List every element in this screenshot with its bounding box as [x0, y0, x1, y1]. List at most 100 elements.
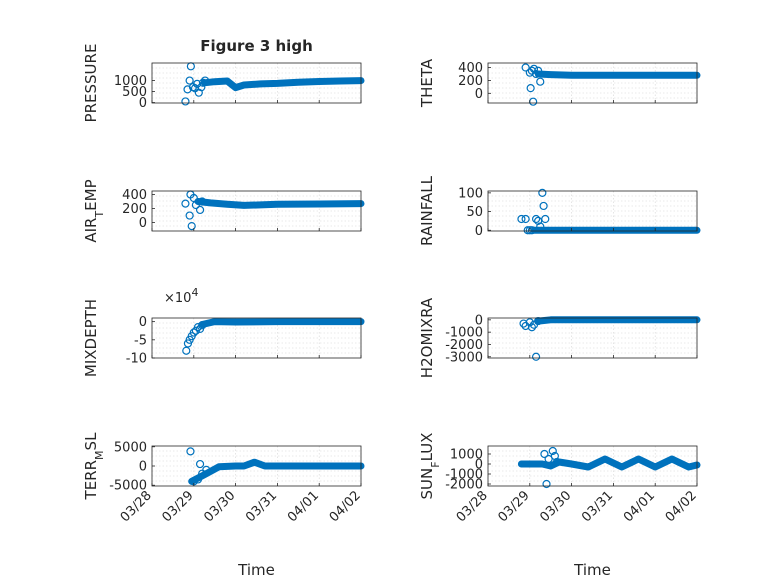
x-tick-label: 04/02	[327, 488, 364, 525]
axes-frame	[151, 62, 362, 104]
y-axis-label: PRESSURE	[82, 44, 100, 123]
data-point	[181, 97, 190, 106]
data-point	[531, 352, 541, 361]
data-point	[186, 62, 195, 71]
y-tick-label: 1000	[114, 74, 147, 89]
data-point	[185, 76, 194, 85]
series-trace	[198, 318, 365, 328]
y-tick-label: 400	[458, 61, 483, 76]
series-trace	[194, 198, 365, 209]
data-point	[183, 85, 192, 94]
y-tick-label: 400	[122, 188, 147, 203]
x-tick-label: 03/29	[160, 488, 197, 525]
y-tick-label: 200	[458, 74, 483, 89]
series-trace	[534, 70, 701, 79]
data-point	[202, 465, 211, 474]
data-point	[198, 78, 208, 87]
data-point	[538, 188, 547, 197]
x-tick-label: 03/30	[201, 488, 238, 525]
series-trace	[534, 316, 701, 325]
x-tick-label: 03/28	[118, 488, 155, 525]
data-point	[193, 475, 203, 484]
y-axis-label: AIRTEMP	[82, 179, 106, 242]
data-point	[525, 318, 534, 327]
data-point	[552, 457, 562, 467]
data-point	[187, 221, 196, 231]
axes-frame	[487, 317, 698, 359]
y-axis-label: SUNFLUX	[418, 433, 442, 500]
data-point	[548, 446, 557, 456]
x-tick-label: 03/30	[537, 488, 574, 525]
series-trace	[517, 455, 701, 471]
x-axis-label: Time	[237, 561, 275, 579]
y-tick-label: 0	[475, 313, 483, 328]
axes-frame	[151, 317, 362, 359]
data-point	[540, 449, 549, 459]
data-point	[191, 200, 200, 210]
axes-frame	[487, 62, 698, 104]
x-axis-label: Time	[573, 561, 611, 579]
data-point	[526, 84, 535, 93]
data-point	[534, 66, 543, 75]
data-point	[536, 77, 545, 86]
y-axis-label: MIXDEPTH	[82, 299, 100, 377]
y-axis-label: THETA	[418, 58, 436, 108]
y-tick-label: 0	[139, 315, 147, 330]
axes-frame	[487, 190, 698, 232]
chart-title: Figure 3 high	[200, 37, 313, 55]
data-point	[186, 447, 195, 456]
y-tick-label: 100	[458, 186, 483, 201]
data-point	[189, 328, 198, 337]
x-tick-label: 03/31	[243, 488, 280, 525]
data-point	[195, 205, 205, 215]
data-point	[539, 201, 548, 211]
y-axis-label: TERRMSL	[82, 432, 106, 501]
data-point	[195, 459, 205, 469]
y-tick-label: -3000	[445, 350, 483, 365]
data-point	[536, 222, 545, 231]
y-tick-label: 500	[122, 85, 147, 100]
y-tick-label: 200	[122, 202, 147, 217]
x-tick-label: 04/02	[663, 488, 700, 525]
data-point	[200, 76, 210, 85]
data-point	[181, 199, 190, 208]
x-tick-label: 04/01	[285, 488, 322, 525]
y-axis-label: RAINFALL	[418, 175, 436, 246]
data-point	[542, 479, 551, 489]
axes-frame	[151, 190, 362, 232]
y-tick-label: 0	[139, 460, 147, 475]
y-tick-label: 5000	[114, 440, 147, 455]
data-point	[527, 323, 536, 332]
x-tick-label: 03/29	[496, 488, 533, 525]
data-point	[529, 97, 538, 106]
x-tick-label: 03/31	[579, 488, 616, 525]
y-tick-label: 0	[475, 458, 483, 473]
data-point	[185, 211, 194, 220]
data-point	[517, 214, 526, 224]
y-tick-label: 0	[139, 216, 147, 231]
y-tick-label: -10	[126, 352, 147, 367]
y-tick-label: 1000	[450, 448, 483, 463]
x-tick-label: 03/28	[454, 488, 491, 525]
y-tick-label: 0	[475, 224, 483, 239]
series-trace	[200, 77, 365, 92]
axis-exponent: ×104	[164, 286, 198, 306]
data-point	[521, 214, 530, 224]
chart-rainfall: 0 50 100 RAINFALL	[418, 175, 701, 246]
data-point	[534, 316, 543, 326]
series-trace	[188, 458, 365, 485]
data-point	[182, 346, 191, 355]
y-tick-label: 0	[475, 87, 483, 102]
data-point	[198, 321, 207, 330]
chart-mixdepth: -10 -5 0 MIXDEPTH ×104	[82, 286, 365, 377]
data-point	[193, 322, 203, 332]
y-tick-label: -2000	[445, 478, 483, 493]
y-axis-label: H2OMIXRA	[418, 297, 436, 378]
data-point	[521, 63, 530, 72]
